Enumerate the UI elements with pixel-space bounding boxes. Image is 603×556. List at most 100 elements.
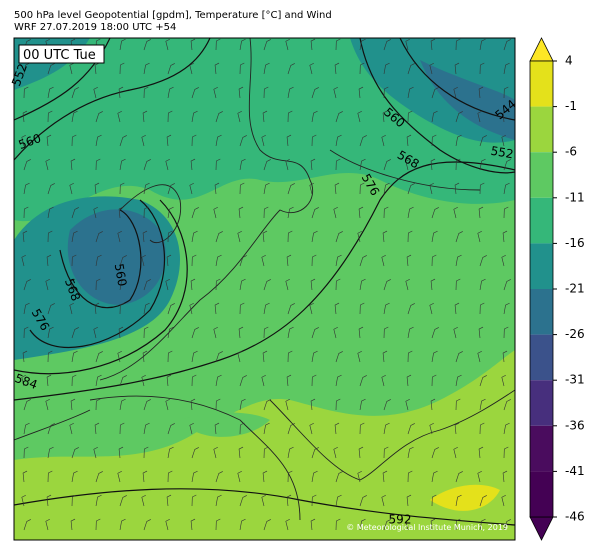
wind-barb	[407, 326, 414, 339]
wind-barb	[238, 86, 244, 99]
wind-barb	[311, 110, 318, 123]
wind-barb	[119, 422, 125, 435]
wind-barb	[143, 279, 151, 291]
wind-barb	[93, 86, 98, 99]
wind-barb	[21, 494, 26, 507]
wind-barb	[71, 254, 77, 267]
wind-barb	[455, 471, 463, 483]
colorbar-segment	[530, 425, 553, 472]
colorbar-tick-label: -6	[565, 145, 577, 159]
wind-barb	[359, 158, 366, 171]
wind-barb	[309, 62, 314, 75]
wind-barb	[141, 374, 146, 387]
colorbar-segment	[530, 106, 553, 153]
wind-barb	[165, 398, 170, 411]
wind-barb	[455, 374, 462, 387]
wind-barb	[431, 470, 438, 483]
wind-barb	[167, 303, 175, 315]
wind-barb	[237, 350, 242, 363]
wind-barb	[335, 111, 343, 123]
wind-barb	[287, 350, 293, 363]
wind-barb	[142, 350, 148, 363]
wind-barb	[95, 351, 103, 363]
wind-barb	[45, 158, 50, 171]
wind-barb	[501, 254, 506, 267]
wind-barb	[502, 470, 508, 483]
wind-barb	[429, 302, 434, 315]
wind-barb	[503, 86, 509, 99]
wind-barb	[333, 446, 338, 459]
wind-barb	[287, 63, 295, 75]
wind-barb	[310, 278, 316, 291]
wind-barb	[143, 62, 150, 75]
wind-barb	[455, 254, 462, 267]
colorbar-segment	[530, 197, 553, 244]
wind-barb	[311, 350, 318, 363]
wind-barb	[431, 254, 437, 267]
wind-barb	[95, 518, 101, 531]
wind-barb	[94, 302, 100, 315]
wind-barb	[239, 135, 247, 147]
wind-barb	[237, 230, 242, 243]
wind-barb	[287, 470, 293, 483]
wind-barb	[239, 398, 246, 411]
wind-barb	[405, 518, 410, 531]
wind-barb	[47, 110, 53, 123]
wind-barb	[191, 254, 197, 267]
wind-barb	[383, 159, 391, 171]
wind-barb	[143, 446, 149, 459]
wind-barb	[429, 422, 434, 435]
wind-barb	[263, 399, 271, 411]
wind-barb	[335, 374, 342, 387]
wind-barb	[287, 326, 294, 339]
wind-barb	[383, 399, 391, 411]
wind-barb	[431, 230, 438, 243]
wind-barb	[70, 158, 76, 171]
wind-barb	[261, 134, 266, 147]
wind-barb	[69, 182, 74, 195]
wind-barb	[214, 422, 220, 435]
wind-barb	[431, 350, 438, 363]
wind-barb	[285, 158, 290, 171]
wind-barb	[238, 326, 244, 339]
wind-barb	[191, 494, 197, 507]
wind-barb	[262, 350, 268, 363]
wind-barb	[191, 230, 198, 243]
wind-barb	[22, 350, 28, 363]
wind-barb	[453, 206, 458, 219]
wind-barb	[263, 446, 269, 459]
wind-barb	[334, 62, 340, 75]
wind-barb	[165, 158, 170, 171]
wind-barb	[454, 182, 460, 195]
wind-barb	[23, 326, 29, 339]
wind-barb	[142, 230, 148, 243]
wind-barb	[215, 494, 222, 507]
wind-barb	[455, 351, 463, 363]
wind-barb	[143, 422, 150, 435]
wind-barb	[239, 518, 246, 531]
wind-barb	[407, 86, 414, 99]
wind-barb	[23, 422, 30, 435]
wind-barb	[71, 447, 79, 459]
wind-barb	[287, 183, 295, 195]
wind-barb	[431, 87, 439, 99]
wind-barb	[382, 230, 388, 243]
wind-barb	[503, 326, 509, 339]
wind-barb	[23, 159, 31, 171]
wind-barb	[143, 302, 150, 315]
wind-barb	[335, 231, 343, 243]
wind-barb	[23, 62, 30, 75]
colorbar-tick-label: -16	[565, 236, 585, 250]
wind-barb	[95, 254, 102, 267]
wind-barb	[407, 423, 415, 435]
wind-barb	[143, 182, 150, 195]
wind-barb	[479, 375, 487, 387]
wind-barb	[118, 446, 124, 459]
wind-barb	[215, 278, 221, 291]
wind-barb	[167, 183, 175, 195]
wind-barb	[335, 38, 341, 51]
wind-barb	[502, 230, 508, 243]
wind-barb	[213, 206, 218, 219]
wind-barb	[47, 350, 53, 363]
wind-barb	[503, 206, 509, 219]
